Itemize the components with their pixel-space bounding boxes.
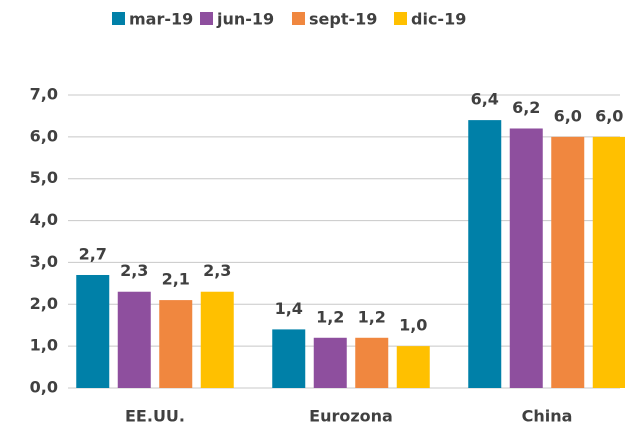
legend-label: mar-19 — [129, 10, 193, 29]
legend-swatch — [200, 12, 213, 25]
x-tick-label: Eurozona — [309, 407, 393, 426]
legend-swatch — [112, 12, 125, 25]
legend-swatch — [394, 12, 407, 25]
value-label: 6,2 — [512, 98, 540, 117]
bar — [396, 346, 430, 388]
bar — [355, 337, 389, 388]
value-label: 6,4 — [471, 90, 499, 109]
y-tick-label: 5,0 — [30, 168, 58, 187]
value-label: 2,3 — [120, 261, 148, 280]
x-tick-label: China — [522, 407, 573, 426]
bar — [159, 300, 193, 388]
bar — [76, 274, 110, 388]
y-tick-label: 4,0 — [30, 210, 58, 229]
bar — [117, 291, 151, 388]
y-tick-label: 6,0 — [30, 126, 58, 145]
value-label: 1,0 — [399, 316, 427, 335]
value-label: 6,0 — [595, 106, 623, 125]
value-label: 2,3 — [203, 261, 231, 280]
y-tick-label: 3,0 — [30, 252, 58, 271]
y-tick-label: 7,0 — [30, 85, 58, 104]
y-tick-label: 1,0 — [30, 336, 58, 355]
bar — [592, 136, 625, 388]
value-label: 2,1 — [162, 270, 190, 289]
value-label: 1,2 — [316, 307, 344, 326]
legend-label: sept-19 — [309, 10, 377, 29]
value-label: 1,4 — [275, 299, 303, 318]
bar — [272, 329, 306, 388]
bar — [509, 128, 543, 388]
bar — [468, 120, 502, 388]
legend-label: jun-19 — [216, 10, 274, 29]
value-label: 2,7 — [79, 244, 107, 263]
legend-swatch — [292, 12, 305, 25]
bar — [551, 136, 585, 388]
bar — [313, 337, 347, 388]
value-label: 6,0 — [554, 106, 582, 125]
x-tick-label: EE.UU. — [125, 407, 185, 426]
y-tick-label: 2,0 — [30, 294, 58, 313]
y-tick-label: 0,0 — [30, 378, 58, 397]
bar — [200, 291, 234, 388]
legend-label: dic-19 — [411, 10, 466, 29]
value-label: 1,2 — [358, 307, 386, 326]
